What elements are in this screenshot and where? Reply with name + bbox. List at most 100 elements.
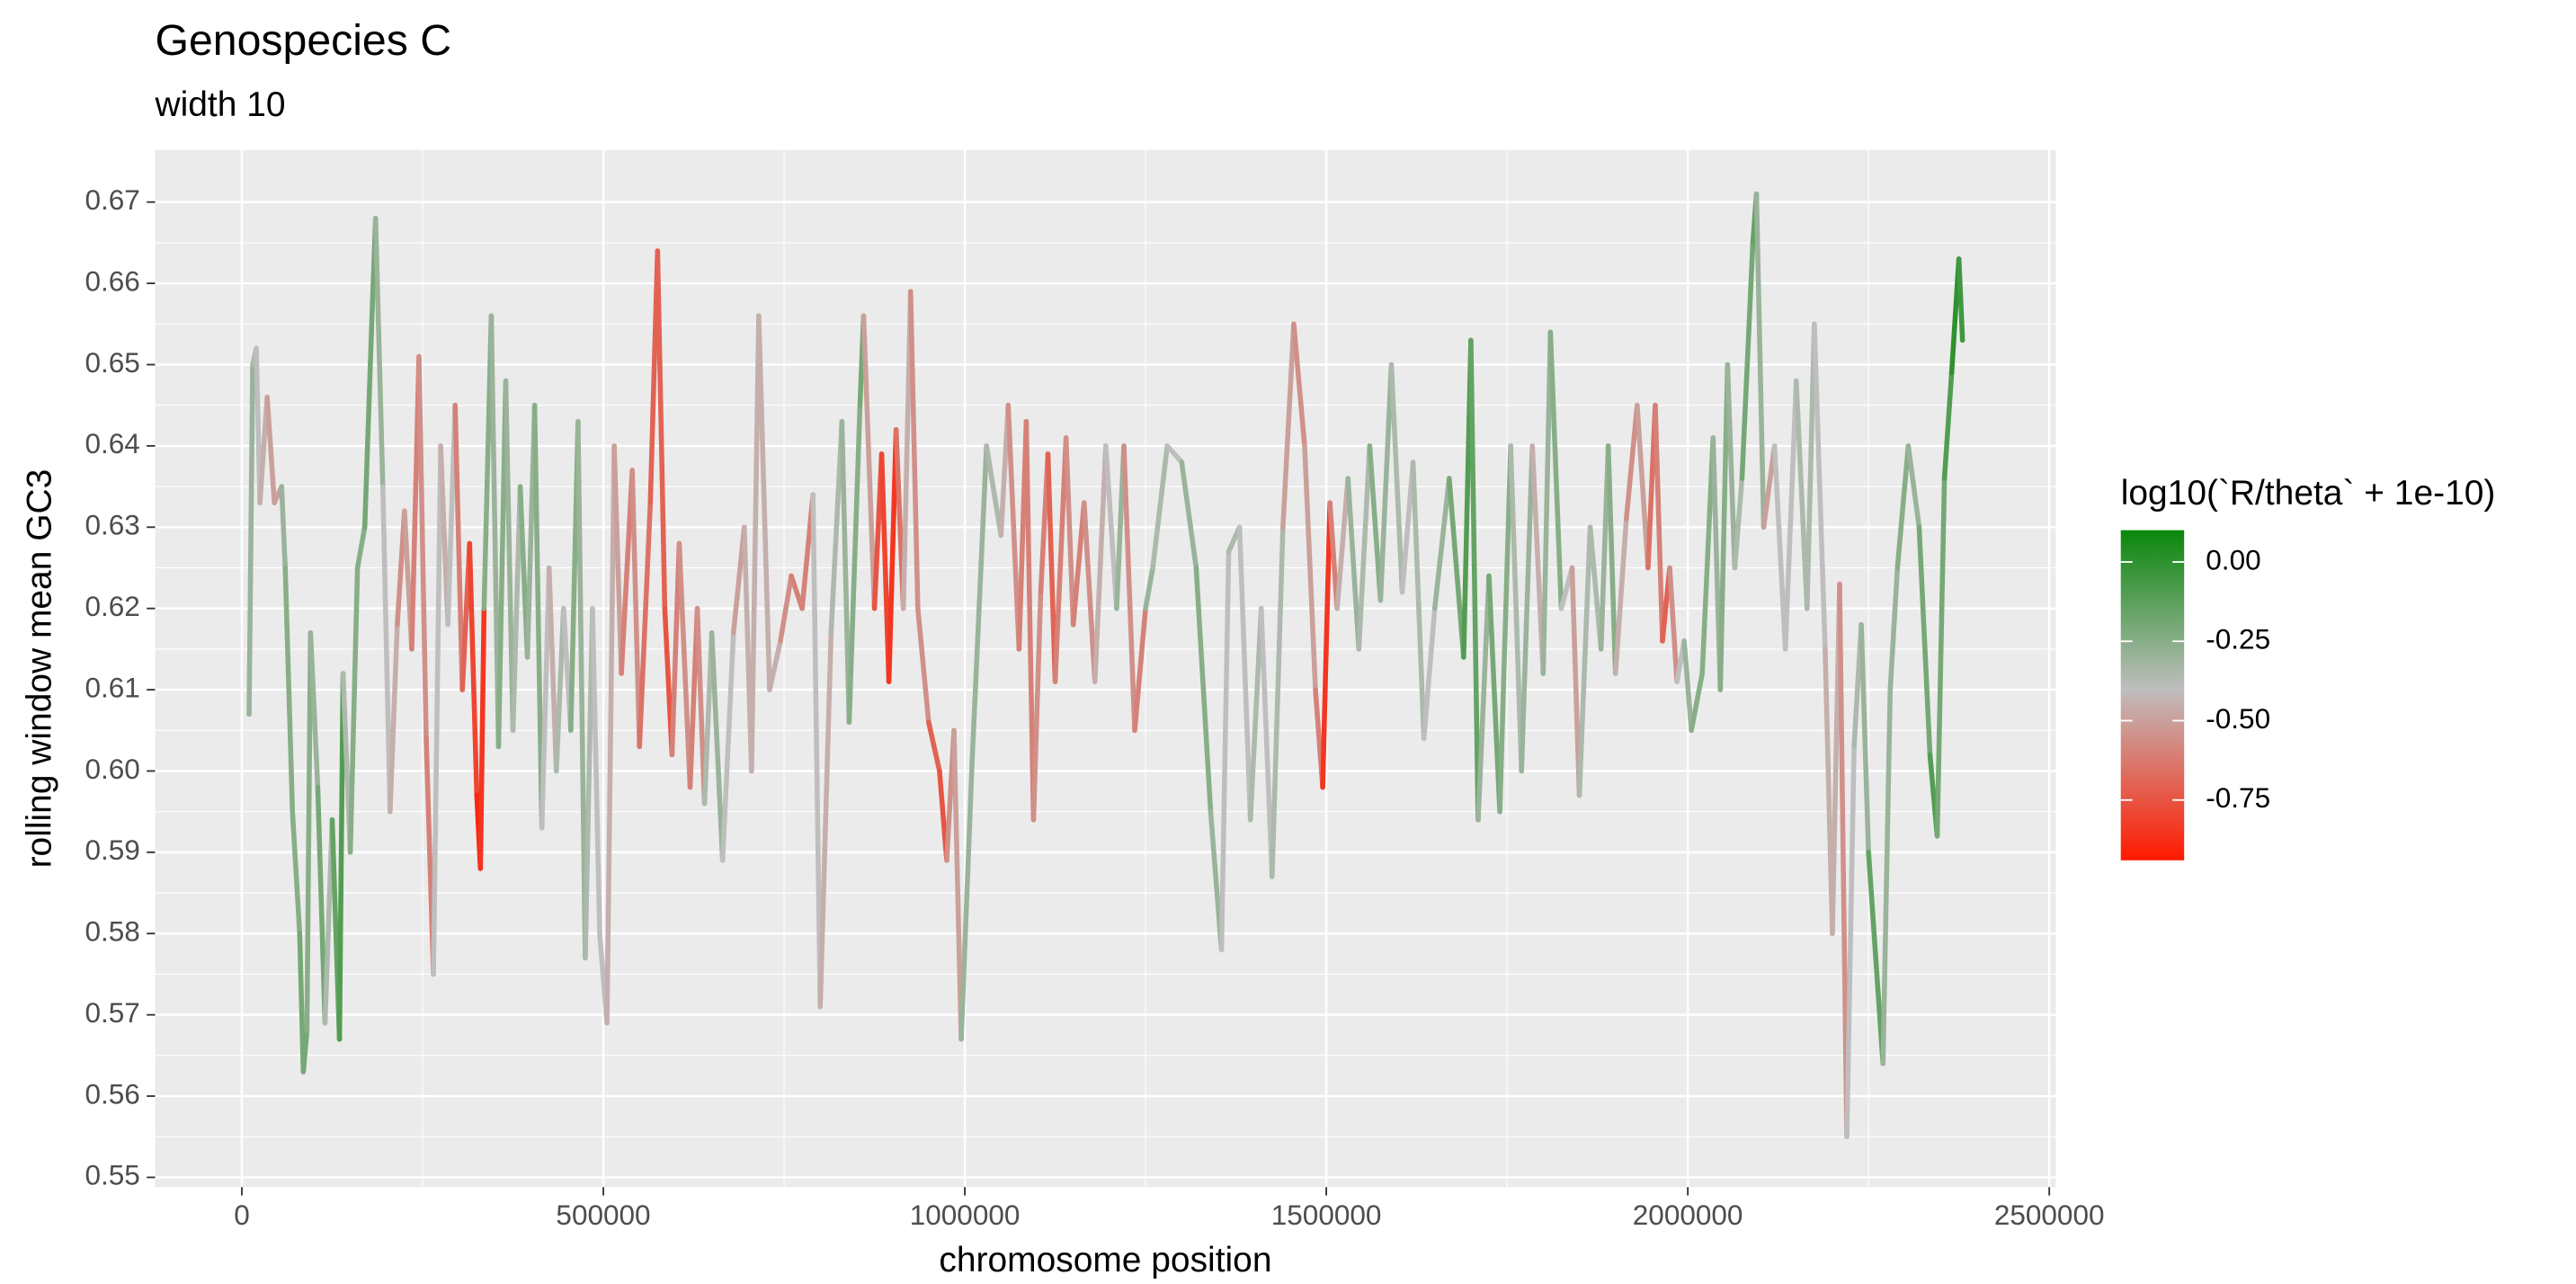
line-segment <box>1399 459 1416 595</box>
line-segment <box>1345 476 1362 652</box>
y-tick-label: 0.66 <box>85 264 139 297</box>
line-segment <box>1410 459 1427 742</box>
line-segment <box>1247 605 1264 823</box>
line-segment <box>709 630 726 863</box>
line-segment <box>778 573 794 644</box>
line-segment <box>629 468 643 750</box>
line-segment <box>817 630 834 1010</box>
line-segment <box>1447 476 1466 660</box>
line-segment <box>380 484 393 815</box>
x-tick-label: 2500000 <box>1994 1199 2105 1231</box>
line-segment <box>1529 443 1546 676</box>
line-segment <box>1569 565 1582 798</box>
line-segment <box>264 394 277 505</box>
line-segment <box>1270 524 1286 879</box>
line-segment <box>1070 500 1087 628</box>
line-segment <box>719 630 736 863</box>
line-segment <box>1612 516 1629 676</box>
y-tick-label: 0.60 <box>85 753 139 785</box>
line-segment <box>1486 573 1502 815</box>
line-segment <box>1302 443 1318 692</box>
line-segment <box>1103 443 1119 611</box>
line-segment <box>846 402 863 726</box>
line-segment <box>431 443 443 977</box>
line-segment <box>477 605 487 871</box>
line-segment <box>611 443 624 676</box>
line-segment <box>1367 443 1384 603</box>
line-segment <box>839 419 852 726</box>
line-segment <box>388 621 400 815</box>
line-segment <box>1812 321 1828 652</box>
line-segment <box>619 468 635 676</box>
line-segment <box>1681 638 1694 734</box>
line-segment <box>308 630 321 790</box>
line-segment <box>828 419 845 636</box>
line-segment <box>1934 476 1948 839</box>
line-segment <box>958 760 975 1042</box>
line-segment <box>575 419 588 961</box>
line-segment <box>1218 548 1232 953</box>
line-segment <box>1725 361 1738 571</box>
line-segment <box>984 443 1004 539</box>
line-segment <box>969 443 989 766</box>
line-segment <box>1005 402 1022 652</box>
line-segment <box>1956 256 1965 343</box>
line-segment <box>315 784 328 1026</box>
line-segment <box>1179 459 1199 571</box>
y-tick-label: 0.65 <box>85 346 139 379</box>
colorbar-tick-label: -0.75 <box>2206 781 2270 814</box>
colorbar <box>2120 530 2185 860</box>
line-segment <box>531 402 545 831</box>
line-segment <box>539 565 552 831</box>
line-segment <box>1782 378 1799 652</box>
line-segment <box>1635 402 1651 571</box>
line-segment <box>1732 476 1745 571</box>
line-segment <box>915 605 931 726</box>
line-segment <box>1689 671 1705 734</box>
y-axis-label: rolling window mean GC3 <box>21 469 59 869</box>
line-segment <box>1258 605 1275 879</box>
line-segment <box>951 727 964 1042</box>
line-segment <box>1866 850 1878 961</box>
legend-title: log10(`R/theta` + 1e-10) <box>2121 474 2496 513</box>
line-segment <box>488 313 502 750</box>
line-segment <box>1837 581 1850 1140</box>
line-segment <box>1916 524 1933 758</box>
panel <box>155 149 2056 1188</box>
line-segment <box>1164 443 1185 465</box>
line-segment <box>669 540 682 758</box>
line-segment <box>1941 370 1955 481</box>
line-segment <box>416 353 429 742</box>
x-tick-label: 500000 <box>556 1199 650 1231</box>
line-segment <box>1576 524 1593 798</box>
line-segment <box>1605 443 1618 676</box>
line-segment <box>1624 402 1640 522</box>
line-segment <box>304 630 314 1034</box>
line-segment <box>452 402 466 692</box>
line-segment <box>1150 443 1170 571</box>
y-tick-label: 0.56 <box>85 1077 139 1110</box>
line-segment <box>1771 443 1788 652</box>
line-segment <box>1431 476 1452 611</box>
line-segment <box>756 313 772 692</box>
colorbar-tick-label: -0.25 <box>2206 623 2270 655</box>
colorbar-tick-label: 0.00 <box>2206 543 2260 575</box>
line-segment <box>1356 443 1373 652</box>
line-segment <box>604 443 617 1026</box>
line-segment <box>1468 337 1481 823</box>
line-segment <box>467 540 480 798</box>
x-tick-label: 2000000 <box>1633 1199 1743 1231</box>
chart-title: Genospecies C <box>155 16 451 65</box>
y-tick-label: 0.57 <box>85 996 139 1029</box>
x-tick-label: 1500000 <box>1271 1199 1382 1231</box>
line-segment <box>1508 443 1524 774</box>
line-segment <box>1132 605 1148 734</box>
line-segment <box>1887 565 1901 692</box>
line-segment <box>1030 589 1044 823</box>
line-segment <box>553 605 566 774</box>
line-segment <box>1193 565 1214 815</box>
line-segment <box>1421 605 1438 742</box>
line-segment <box>1143 565 1155 611</box>
line-segment <box>860 313 878 611</box>
line-segment <box>279 484 289 571</box>
